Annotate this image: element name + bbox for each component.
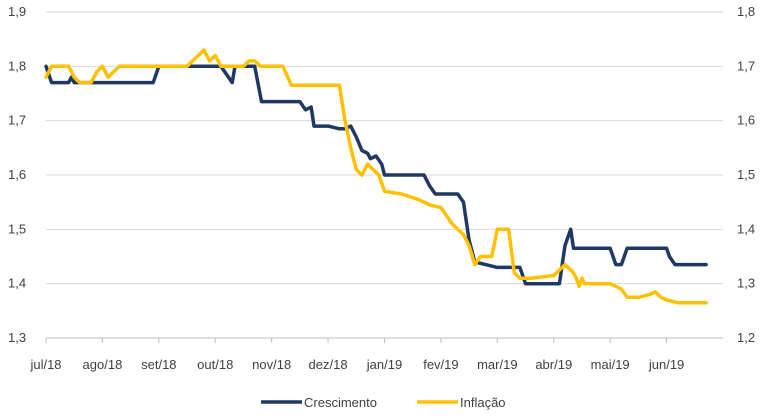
right-tick-label: 1,6 — [737, 113, 755, 128]
right-tick-label: 1,8 — [737, 4, 755, 19]
left-tick-label: 1,8 — [8, 58, 26, 73]
grid — [46, 11, 723, 285]
left-tick-label: 1,9 — [8, 4, 26, 19]
x-tick-label: jan/19 — [366, 357, 402, 372]
x-tick-label: nov/18 — [252, 357, 291, 372]
left-tick-label: 1,4 — [8, 276, 26, 291]
x-tick-label: abr/19 — [535, 357, 572, 372]
right-tick-label: 1,7 — [737, 58, 755, 73]
legend: Crescimento Inflação — [261, 395, 506, 410]
right-tick-label: 1,2 — [737, 330, 755, 345]
legend-label: Inflação — [460, 395, 506, 410]
right-tick-label: 1,3 — [737, 276, 755, 291]
left-tick-label: 1,5 — [8, 221, 26, 236]
left-tick-label: 1,3 — [8, 330, 26, 345]
x-axis: jul/18 ago/18 set/18 out/18 nov/18 dez/18 jan/… — [29, 338, 684, 372]
legend-label: Crescimento — [304, 395, 377, 410]
right-axis: 1,2 1,3 1,4 1,5 1,6 1,7 1,8 — [737, 4, 755, 345]
series-line-inflacao — [44, 48, 708, 305]
x-tick-label: jul/18 — [29, 357, 61, 372]
x-tick-label: fev/19 — [423, 357, 458, 372]
left-tick-label: 1,7 — [8, 113, 26, 128]
right-tick-label: 1,4 — [737, 221, 755, 236]
left-axis: 1,3 1,4 1,5 1,6 1,7 1,8 1,9 — [8, 4, 26, 345]
x-tick-label: ago/18 — [83, 357, 123, 372]
x-tick-label: out/18 — [197, 357, 233, 372]
x-tick-label: jun/19 — [648, 357, 684, 372]
x-tick-label: dez/18 — [309, 357, 348, 372]
x-tick-label: set/18 — [141, 357, 176, 372]
x-tick-label: mai/19 — [591, 357, 630, 372]
x-tick-label: mar/19 — [477, 357, 517, 372]
left-tick-label: 1,6 — [8, 167, 26, 182]
right-tick-label: 1,5 — [737, 167, 755, 182]
series-layer — [44, 48, 708, 305]
